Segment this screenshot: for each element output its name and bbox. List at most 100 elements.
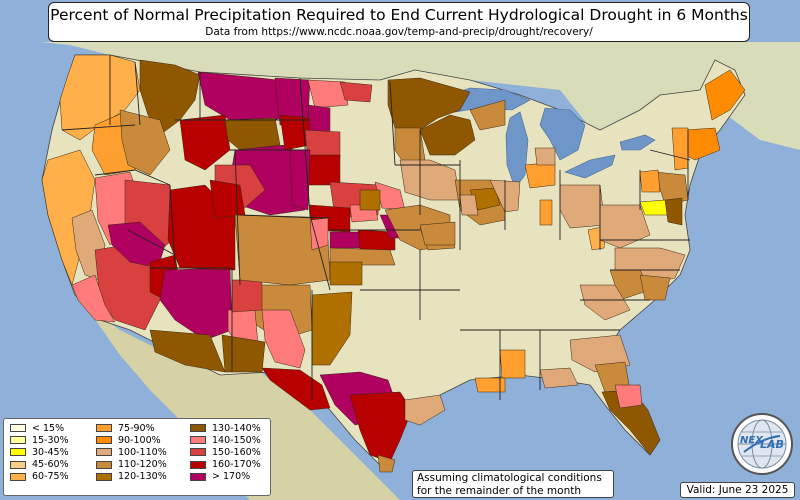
legend-label: 15-30% [32,434,69,446]
legend-label: < 15% [32,422,65,434]
legend-label: 30-45% [32,446,69,458]
region-sc-110-120 [639,274,671,301]
region-nm-south-130-140 [221,334,266,373]
region-ok-110-120 [329,247,396,266]
region-sc-100-110 [579,284,631,321]
region-tx-160-170 [349,391,413,463]
region-in-south-90-100 [539,199,553,226]
legend-item: 100-110% [96,446,167,458]
legend-swatch [96,448,112,457]
region-tx-coast-100-110 [404,394,446,426]
region-wi-130-140 [419,114,476,156]
legend-column-2: 75-90% 90-100% 100-110% 110-120% 120-130% [96,422,167,483]
region-mi-90-100 [524,161,556,189]
region-co-west-160-170 [209,179,246,219]
region-md-30-45 [639,199,669,216]
lake-huron [539,107,586,161]
region-la-90-100 [474,377,506,393]
legend-label: 150-160% [212,446,261,458]
legend-swatch [190,448,206,457]
legend-item: > 170% [190,471,261,483]
region-nm-140-150 [261,309,306,369]
title-box: Percent of Normal Precipitation Required… [48,2,750,42]
legend-swatch [10,436,26,445]
region-az-south-130-140 [149,329,226,373]
legend-swatch [96,460,112,469]
region-al-100-110 [539,367,579,389]
assumption-note: Assuming climatological conditions for t… [412,470,614,498]
legend-item: 120-130% [96,471,167,483]
legend-item: 160-170% [190,459,261,471]
legend-swatch [10,460,26,469]
region-pa-90-100 [639,169,661,193]
region-ne-west-160-170 [304,154,341,186]
region-nd-140-150 [307,79,349,109]
region-tx-south-110-120 [377,454,396,473]
legend-label: 75-90% [118,422,155,434]
assumption-line-2: for the remainder of the month [417,484,582,497]
region-id-110-120 [119,109,171,176]
region-md-130-140 [664,197,683,226]
legend-column-3: 130-140% 140-150% 150-160% 160-170% > 170% [190,422,261,483]
legend-swatch [190,460,206,469]
legend-swatch [10,448,26,457]
legend-label: 110-120% [118,459,167,471]
legend-label: 100-110% [118,446,167,458]
legend-item: 110-120% [96,459,167,471]
valid-date: Valid: June 23 2025 [680,482,795,498]
region-fl-140-150 [614,384,643,409]
legend-item: 140-150% [190,434,261,446]
legend: < 15% 15-30% 30-45% 45-60% 60-75% 75-90% 90-1… [3,418,271,496]
legend-item: 30-45% [10,446,69,458]
legend-item: 75-90% [96,422,167,434]
region-ne-90-100 [704,69,746,121]
region-mn-130-140 [387,77,471,131]
legend-item: 150-160% [190,446,261,458]
region-ne-c-120-130 [359,189,381,211]
legend-column-1: < 15% 15-30% 30-45% 45-60% 60-75% [10,422,69,483]
legend-item: 15-30% [10,434,69,446]
legend-item: 60-75% [10,471,69,483]
region-ms-90-100 [499,349,526,379]
legend-swatch [10,472,26,481]
region-wi-110-120 [469,99,506,131]
legend-label: > 170% [212,471,251,483]
legend-swatch [96,436,112,445]
region-mo-se-100-110 [459,194,479,216]
legend-label: 45-60% [32,459,69,471]
legend-label: 140-150% [212,434,261,446]
lake-michigan [505,111,529,189]
legend-swatch [96,424,112,433]
canada-land [40,42,800,150]
legend-item: < 15% [10,422,69,434]
region-nm-150-160 [231,279,263,313]
logo-text-bottom: LAB [760,438,784,451]
map-title: Percent of Normal Precipitation Required… [50,6,748,24]
region-wy-160-170 [179,114,231,171]
legend-swatch [190,436,206,445]
legend-swatch [190,424,206,433]
region-ca-coast-60-75 [41,149,96,286]
region-co-se-140-150 [309,217,329,251]
legend-item: 130-140% [190,422,261,434]
region-ny-90-100 [671,127,689,171]
legend-label: 60-75% [32,471,69,483]
region-ok-120-130 [329,261,363,286]
legend-label: 90-100% [118,434,161,446]
region-tx-w-160-170 [261,367,331,411]
lake-erie [564,154,616,179]
legend-swatch [190,472,206,481]
region-nd-150-160 [339,81,373,103]
legend-label: 160-170% [212,459,261,471]
region-socal-coast-140-150 [71,274,116,323]
map-subtitle: Data from https://www.ncdc.noaa.gov/temp… [205,26,593,38]
lake-ontario [619,134,656,151]
region-ks-se-160-170 [357,229,396,251]
assumption-line-1: Assuming climatological conditions [417,472,602,484]
legend-item: 45-60% [10,459,69,471]
legend-label: 130-140% [212,422,261,434]
region-mi-100-110 [534,147,556,166]
nexlab-globe-logo: NEX LAB [731,413,793,475]
region-oh-100-110 [559,184,606,229]
